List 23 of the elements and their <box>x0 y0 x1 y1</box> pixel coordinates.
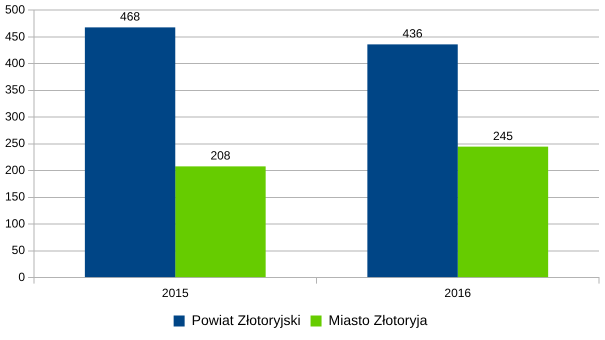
data-label: 245 <box>492 128 514 143</box>
legend-label: Miasto Złotoryja <box>328 312 428 328</box>
x-tick-label: 2015 <box>162 286 189 300</box>
y-tick-label: 350 <box>4 82 26 97</box>
y-tick-label: 250 <box>4 136 26 150</box>
y-tick-label: 50 <box>12 243 26 258</box>
y-tick-label: 500 <box>4 2 26 17</box>
data-label: 468 <box>120 10 140 24</box>
y-tick-label: 150 <box>4 190 26 204</box>
data-label: 208 <box>210 148 231 163</box>
bar <box>458 146 548 278</box>
y-tick-label: 450 <box>4 29 26 44</box>
legend-label: Powiat Złotoryjski <box>192 312 301 328</box>
x-tick-label: 2016 <box>444 286 472 300</box>
bar <box>175 166 266 278</box>
y-tick-label: 300 <box>4 109 26 124</box>
y-tick-label: 0 <box>18 270 26 284</box>
y-tick-label: 100 <box>4 216 26 230</box>
y-tick-label: 200 <box>4 162 26 177</box>
bar <box>84 27 176 278</box>
bar <box>367 44 458 278</box>
data-label: 436 <box>402 26 423 41</box>
y-tick-label: 400 <box>4 56 26 70</box>
